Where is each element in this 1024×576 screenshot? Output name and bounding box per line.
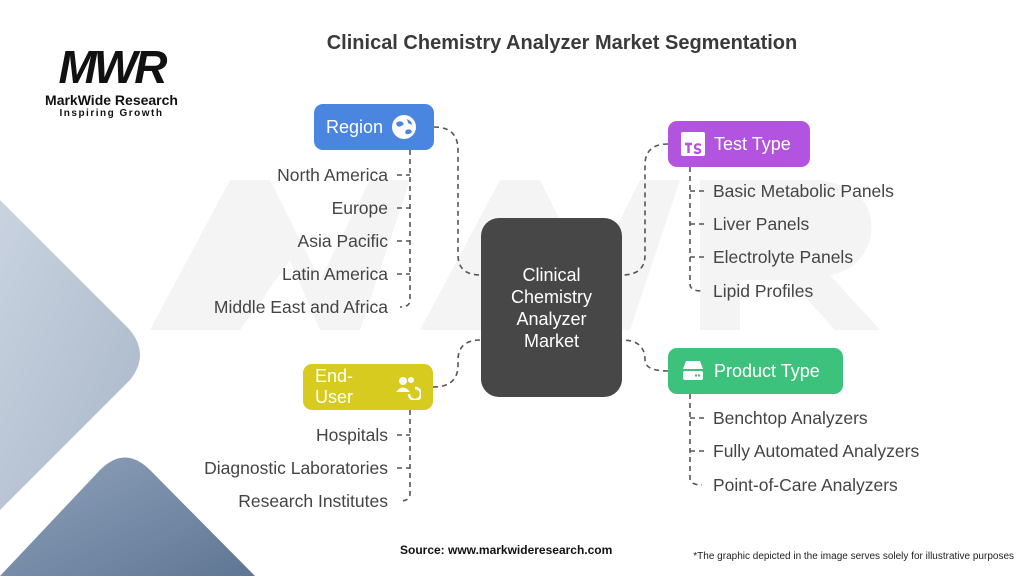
region-item: Europe (331, 198, 388, 218)
test-type-item: Basic Metabolic Panels (713, 181, 894, 201)
footnote: *The graphic depicted in the image serve… (693, 551, 1014, 562)
test-type-label: Test Type (714, 133, 791, 154)
test-type-node: Test Type (668, 121, 810, 167)
logo-mark: MWR (58, 41, 168, 93)
region-label: Region (326, 116, 384, 137)
center-node: Clinical Chemistry Analyzer Market (481, 218, 622, 397)
source-text: Source: www.markwideresearch.com (400, 543, 613, 557)
logo-tagline: Inspiring Growth (59, 108, 164, 119)
ts-icon (680, 131, 706, 157)
users-icon (395, 374, 421, 400)
server-icon (680, 358, 706, 384)
test-type-item: Lipid Profiles (713, 281, 814, 301)
connectors (397, 126, 704, 502)
product-type-node: Product Type (668, 348, 843, 394)
globe-icon (391, 114, 417, 140)
logo-name: MarkWide Research (45, 92, 178, 108)
logo: MWR MarkWide Research Inspiring Growth (34, 42, 189, 119)
product-type-item: Point-of-Care Analyzers (713, 475, 898, 495)
end-user-item: Hospitals (316, 425, 388, 445)
product-type-item: Benchtop Analyzers (713, 408, 868, 428)
center-label: Clinical Chemistry Analyzer Market (510, 264, 592, 351)
test-type-item: Electrolyte Panels (713, 247, 854, 267)
product-type-label: Product Type (714, 360, 820, 381)
product-type-item: Fully Automated Analyzers (713, 441, 920, 461)
region-item: Asia Pacific (297, 231, 388, 251)
region-node: Region (314, 104, 434, 150)
end-user-item: Research Institutes (238, 491, 388, 511)
test-type-item: Liver Panels (713, 214, 810, 234)
page-title: Clinical Chemistry Analyzer Market Segme… (326, 32, 798, 54)
region-item: Latin America (281, 264, 388, 284)
region-item: North America (277, 165, 388, 185)
end-user-label: End-User (315, 366, 354, 407)
end-user-item: Diagnostic Laboratories (204, 458, 388, 478)
end-user-node: End-User (303, 364, 433, 410)
region-item: Middle East and Africa (213, 297, 388, 317)
